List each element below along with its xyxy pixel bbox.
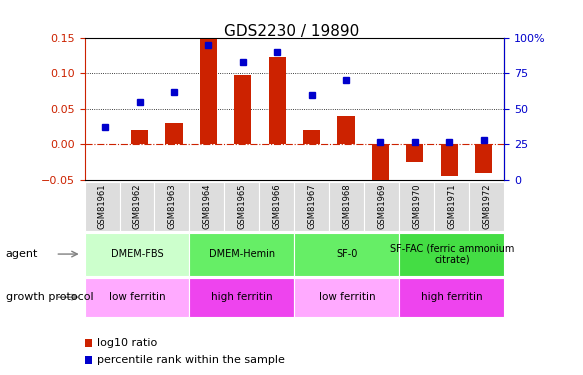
Bar bbox=[338, 116, 354, 144]
Text: GSM81968: GSM81968 bbox=[342, 183, 352, 229]
Text: high ferritin: high ferritin bbox=[211, 292, 273, 302]
Text: GSM81961: GSM81961 bbox=[97, 183, 107, 229]
Text: GSM81967: GSM81967 bbox=[307, 183, 317, 229]
Bar bbox=[200, 39, 217, 144]
Bar bbox=[372, 144, 389, 190]
Text: GSM81970: GSM81970 bbox=[412, 183, 422, 229]
Bar bbox=[406, 144, 423, 162]
Text: GSM81963: GSM81963 bbox=[167, 183, 177, 229]
Text: GSM81962: GSM81962 bbox=[132, 183, 142, 229]
Text: GDS2230 / 19890: GDS2230 / 19890 bbox=[224, 24, 359, 39]
Text: DMEM-Hemin: DMEM-Hemin bbox=[209, 249, 275, 259]
Text: GSM81964: GSM81964 bbox=[202, 183, 212, 229]
Bar bbox=[166, 123, 182, 144]
Text: growth protocol: growth protocol bbox=[6, 292, 93, 302]
Bar bbox=[303, 130, 320, 144]
Text: GSM81965: GSM81965 bbox=[237, 183, 247, 229]
Text: agent: agent bbox=[6, 249, 38, 259]
Text: SF-0: SF-0 bbox=[336, 249, 357, 259]
Text: percentile rank within the sample: percentile rank within the sample bbox=[97, 355, 285, 365]
Bar bbox=[441, 144, 458, 177]
Text: GSM81969: GSM81969 bbox=[377, 183, 387, 229]
Text: GSM81971: GSM81971 bbox=[447, 183, 456, 229]
Bar bbox=[475, 144, 492, 173]
Text: GSM81966: GSM81966 bbox=[272, 183, 282, 229]
Bar bbox=[131, 130, 148, 144]
Text: low ferritin: low ferritin bbox=[318, 292, 375, 302]
Text: low ferritin: low ferritin bbox=[108, 292, 166, 302]
Text: GSM81972: GSM81972 bbox=[482, 183, 491, 229]
Text: high ferritin: high ferritin bbox=[421, 292, 483, 302]
Bar bbox=[269, 57, 286, 144]
Text: DMEM-FBS: DMEM-FBS bbox=[111, 249, 163, 259]
Text: log10 ratio: log10 ratio bbox=[97, 338, 157, 348]
Bar bbox=[234, 75, 251, 144]
Text: SF-FAC (ferric ammonium
citrate): SF-FAC (ferric ammonium citrate) bbox=[389, 243, 514, 265]
